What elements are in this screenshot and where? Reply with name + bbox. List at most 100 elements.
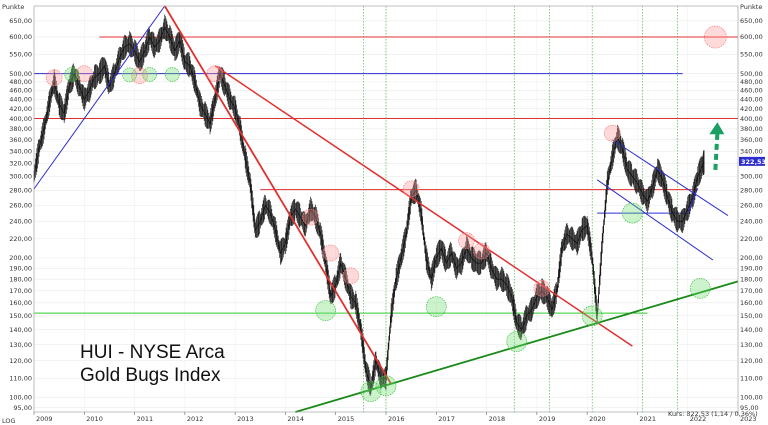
y-unit-label-left: Punkte <box>2 3 24 11</box>
red-circle-marker <box>473 242 490 260</box>
y-tick-label-right: 440,00 <box>740 96 763 104</box>
y-tick-label-right: 240,00 <box>740 218 763 226</box>
x-tick-label: 2023 <box>740 415 757 423</box>
y-tick-label-left: 480,00 <box>9 78 32 86</box>
y-tick-label-right: 460,00 <box>740 87 763 95</box>
y-tick-label-right: 120,00 <box>740 357 763 365</box>
y-tick-label-left: 150,00 <box>9 312 32 320</box>
x-axis: 2009 2010 2011 2012 2013 2014 2015 2016 2017 2018… <box>33 412 757 423</box>
red-circle-marker <box>704 25 727 49</box>
last-price-badge-text: 322,53 <box>741 158 766 166</box>
x-tick-label: 2018 <box>489 415 506 423</box>
y-tick-label-left: 320,00 <box>9 160 32 168</box>
y-tick-label-left: 360,00 <box>9 136 32 144</box>
green-circle-marker <box>164 67 180 82</box>
red-circle-marker <box>322 244 340 262</box>
y-tick-label-left: 200,00 <box>9 254 32 262</box>
y-tick-label-right: 340,00 <box>740 147 763 155</box>
y-tick-label-left: 95,00 <box>13 404 32 412</box>
y-tick-label-left: 400,00 <box>9 115 32 123</box>
y-tick-label-right: 650,00 <box>740 17 763 25</box>
chart-title-line-2: Gold Bugs Index <box>80 365 221 386</box>
y-tick-label-left: 280,00 <box>9 187 32 195</box>
red-circle-marker <box>45 69 63 87</box>
y-axis-left: 95,00 100,00 110,00 120,00 130,00 140,00 150,0… <box>9 17 32 412</box>
y-tick-label-left: 440,00 <box>9 96 32 104</box>
y-unit-label-right: Punkte <box>740 3 762 11</box>
y-tick-label-left: 100,00 <box>9 394 32 402</box>
x-tick-label: 2020 <box>589 415 606 423</box>
x-tick-label: 2016 <box>388 415 405 423</box>
y-tick-label-right: 600,00 <box>740 33 763 41</box>
y-tick-label-left: 130,00 <box>9 341 32 349</box>
trend-line <box>596 179 714 261</box>
x-tick-label: 2021 <box>639 415 656 423</box>
x-tick-label: 2011 <box>137 415 154 423</box>
y-tick-label-right: 100,00 <box>740 394 763 402</box>
red-circle-marker <box>402 180 420 198</box>
red-circle-marker <box>533 279 551 297</box>
y-tick-label-left: 420,00 <box>9 105 32 113</box>
x-tick-label: 2009 <box>36 415 53 423</box>
y-tick-label-right: 480,00 <box>740 78 763 86</box>
trend-line <box>33 5 166 190</box>
y-tick-label-left: 260,00 <box>9 201 32 209</box>
green-circle-marker <box>64 67 80 82</box>
y-tick-label-right: 95,00 <box>740 404 759 412</box>
trend-line <box>295 280 739 413</box>
y-tick-label-right: 180,00 <box>740 275 763 283</box>
x-tick-label: 2010 <box>86 415 103 423</box>
y-tick-label-left: 340,00 <box>9 147 32 155</box>
trend-line <box>687 187 699 214</box>
green-circle-marker <box>142 67 158 82</box>
x-tick-label: 2014 <box>287 415 304 423</box>
x-tick-label: 2012 <box>187 415 204 423</box>
red-circle-marker <box>206 65 224 83</box>
y-tick-label-left: 170,00 <box>9 287 32 295</box>
chart-title-line-1: HUI - NYSE Arca <box>80 342 225 363</box>
last-price-badge: 322,53 <box>739 156 766 166</box>
y-tick-label-left: 650,00 <box>9 17 32 25</box>
trend-lines <box>33 5 739 413</box>
red-circle-marker <box>75 65 93 83</box>
x-tick-label: 2017 <box>438 415 455 423</box>
trend-line <box>612 139 729 216</box>
red-circle-marker <box>302 208 319 226</box>
y-tick-label-left: 600,00 <box>9 33 32 41</box>
y-tick-label-left: 180,00 <box>9 275 32 283</box>
y-tick-label-right: 110,00 <box>740 374 763 382</box>
y-tick-label-right: 200,00 <box>740 254 763 262</box>
y-tick-label-left: 220,00 <box>9 235 32 243</box>
green-circle-marker <box>506 331 528 352</box>
y-tick-label-right: 550,00 <box>740 51 763 59</box>
last-price-badge-bg <box>739 156 765 166</box>
red-circle-marker <box>603 124 621 142</box>
price-line <box>33 26 705 388</box>
x-tick-label: 2013 <box>237 415 254 423</box>
green-arrow <box>709 122 725 170</box>
y-tick-label-left: 550,00 <box>9 51 32 59</box>
green-circle-marker <box>122 67 137 83</box>
y-tick-label-right: 500,00 <box>740 70 763 78</box>
y-tick-label-right: 160,00 <box>740 299 763 307</box>
y-tick-label-left: 380,00 <box>9 125 32 133</box>
y-tick-label-right: 380,00 <box>740 125 763 133</box>
y-tick-label-right: 130,00 <box>740 341 763 349</box>
y-tick-label-right: 150,00 <box>740 312 763 320</box>
x-tick-label: 2019 <box>539 415 556 423</box>
y-tick-label-right: 400,00 <box>740 115 763 123</box>
green-circle-marker <box>581 305 603 327</box>
y-tick-label-left: 460,00 <box>9 87 32 95</box>
price-series <box>33 14 705 396</box>
y-tick-label-left: 190,00 <box>9 264 32 272</box>
trend-line <box>163 5 392 385</box>
y-tick-label-right: 140,00 <box>740 326 763 334</box>
circle-markers <box>45 25 727 402</box>
green-circle-marker <box>622 202 643 224</box>
green-circle-marker <box>315 300 337 321</box>
green-circle-marker <box>425 296 447 318</box>
horizontal-levels <box>34 36 738 314</box>
y-tick-label-right: 280,00 <box>740 187 763 195</box>
